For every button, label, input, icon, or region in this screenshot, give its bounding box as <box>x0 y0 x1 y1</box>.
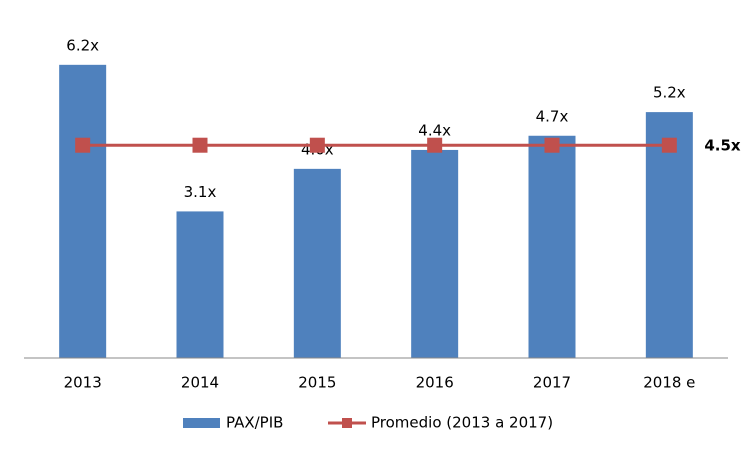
data-label: 4.7x <box>536 107 569 125</box>
x-tick-label: 2018 e <box>643 374 695 392</box>
bar <box>411 149 459 358</box>
x-tick-label: 2016 <box>416 374 454 392</box>
marker <box>661 137 677 153</box>
x-tick-label: 2013 <box>64 374 102 392</box>
bar <box>293 168 341 358</box>
data-label: 5.2x <box>653 84 686 102</box>
legend-label: PAX/PIB <box>226 414 283 432</box>
bar <box>645 112 693 358</box>
marker <box>192 137 208 153</box>
x-tick-label: 2014 <box>181 374 219 392</box>
marker <box>544 137 560 153</box>
data-label: 4.5x <box>704 137 741 155</box>
legend-label: Promedio (2013 a 2017) <box>371 414 553 432</box>
data-label: 4.4x <box>418 121 451 139</box>
x-tick-label: 2017 <box>533 374 571 392</box>
marker <box>309 137 325 153</box>
bar <box>59 64 107 358</box>
marker <box>427 137 443 153</box>
data-label: 3.1x <box>184 183 217 201</box>
marker <box>75 137 91 153</box>
data-label: 6.2x <box>66 36 99 54</box>
x-tick-label: 2015 <box>298 374 336 392</box>
legend-marker <box>342 418 352 428</box>
bar <box>528 135 576 358</box>
legend-swatch <box>183 418 220 428</box>
bar <box>176 211 224 358</box>
